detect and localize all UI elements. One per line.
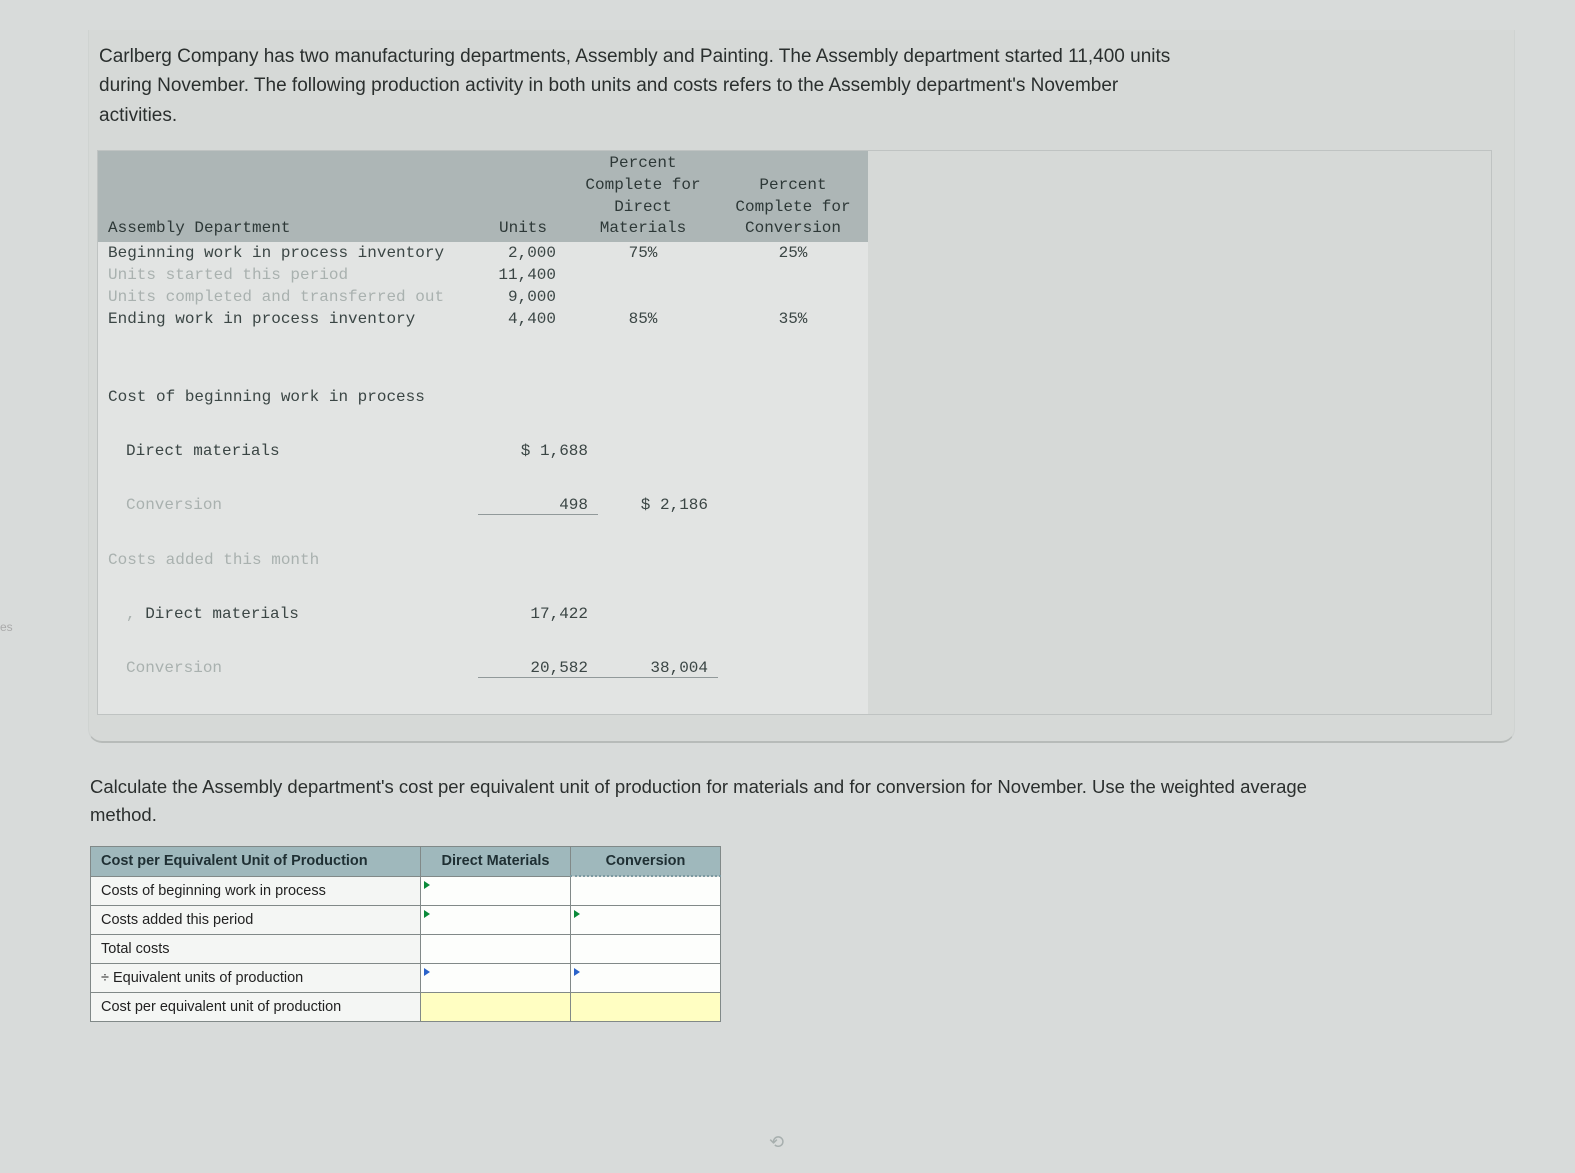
units-table-wrap: Assembly Department Units Percent Comple… bbox=[97, 150, 1492, 714]
cell-empty bbox=[568, 264, 718, 286]
input-beg-conv[interactable] bbox=[571, 876, 721, 905]
left-cropped-label: es bbox=[0, 620, 13, 634]
col-units: Units bbox=[478, 151, 568, 241]
result-cpu-conv[interactable] bbox=[571, 992, 721, 1021]
ending-wip-conv-pct: 35% bbox=[718, 308, 868, 330]
col-direct-materials: Percent Complete for Direct Materials bbox=[568, 151, 718, 241]
beg-conv-value: 498 bbox=[478, 496, 598, 515]
add-dm-value: 17,422 bbox=[478, 605, 598, 623]
add-conv-label: Conversion bbox=[98, 659, 478, 678]
row-added-costs: Costs added this period bbox=[91, 905, 421, 934]
beginning-wip-conv-pct: 25% bbox=[718, 242, 868, 264]
units-completed-units: 9,000 bbox=[478, 286, 568, 308]
answer-h1: Cost per Equivalent Unit of Production bbox=[91, 847, 421, 877]
beg-dm-value: $ 1,688 bbox=[478, 442, 598, 460]
cell-empty bbox=[568, 286, 718, 308]
row-ending-wip: Ending work in process inventory bbox=[98, 308, 478, 330]
cost-beg-header: Cost of beginning work in process bbox=[98, 388, 478, 406]
add-conv-value: 20,582 bbox=[478, 659, 598, 678]
problem-box: Carlberg Company has two manufacturing d… bbox=[88, 30, 1515, 743]
cell-total-conv[interactable] bbox=[571, 934, 721, 963]
beg-conv-label: Conversion bbox=[98, 496, 478, 515]
answer-h3: Conversion bbox=[571, 847, 721, 877]
units-started-units: 11,400 bbox=[478, 264, 568, 286]
input-added-conv[interactable] bbox=[571, 905, 721, 934]
add-dm-label: , Direct materials bbox=[98, 605, 478, 623]
ending-wip-dm-pct: 85% bbox=[568, 308, 718, 330]
costs-added-header: Costs added this month bbox=[98, 551, 478, 569]
input-eq-conv[interactable] bbox=[571, 963, 721, 992]
add-total: 38,004 bbox=[598, 659, 718, 678]
costs-block: Cost of beginning work in process Direct… bbox=[98, 352, 868, 714]
row-equiv-units: ÷ Equivalent units of production bbox=[91, 963, 421, 992]
input-eq-dm[interactable] bbox=[421, 963, 571, 992]
ending-wip-units: 4,400 bbox=[478, 308, 568, 330]
units-table-title: Assembly Department bbox=[98, 151, 478, 241]
row-cost-per-eu: Cost per equivalent unit of production bbox=[91, 992, 421, 1021]
row-units-started: Units started this period bbox=[98, 264, 478, 286]
question-text: Calculate the Assembly department's cost… bbox=[90, 773, 1370, 830]
col-conversion: Percent Complete for Conversion bbox=[718, 151, 868, 241]
page: Carlberg Company has two manufacturing d… bbox=[0, 0, 1575, 1173]
row-units-completed: Units completed and transferred out bbox=[98, 286, 478, 308]
link-icon: ⟲ bbox=[40, 1132, 1515, 1153]
units-table: Assembly Department Units Percent Comple… bbox=[98, 151, 868, 713]
cell-empty bbox=[718, 286, 868, 308]
row-beginning-wip: Beginning work in process inventory bbox=[98, 242, 478, 264]
input-added-dm[interactable] bbox=[421, 905, 571, 934]
input-beg-dm[interactable] bbox=[421, 876, 571, 905]
answer-table: Cost per Equivalent Unit of Production D… bbox=[90, 846, 721, 1022]
answer-h2: Direct Materials bbox=[421, 847, 571, 877]
beg-dm-label: Direct materials bbox=[98, 442, 478, 460]
beginning-wip-units: 2,000 bbox=[478, 242, 568, 264]
problem-intro-text: Carlberg Company has two manufacturing d… bbox=[99, 42, 1199, 130]
row-beg-costs: Costs of beginning work in process bbox=[91, 876, 421, 905]
result-cpu-dm[interactable] bbox=[421, 992, 571, 1021]
row-total-costs: Total costs bbox=[91, 934, 421, 963]
cell-total-dm[interactable] bbox=[421, 934, 571, 963]
spacer bbox=[98, 330, 478, 352]
beginning-wip-dm-pct: 75% bbox=[568, 242, 718, 264]
beg-total: $ 2,186 bbox=[598, 496, 718, 515]
answer-table-wrap: Cost per Equivalent Unit of Production D… bbox=[90, 846, 1515, 1022]
cell-empty bbox=[718, 264, 868, 286]
